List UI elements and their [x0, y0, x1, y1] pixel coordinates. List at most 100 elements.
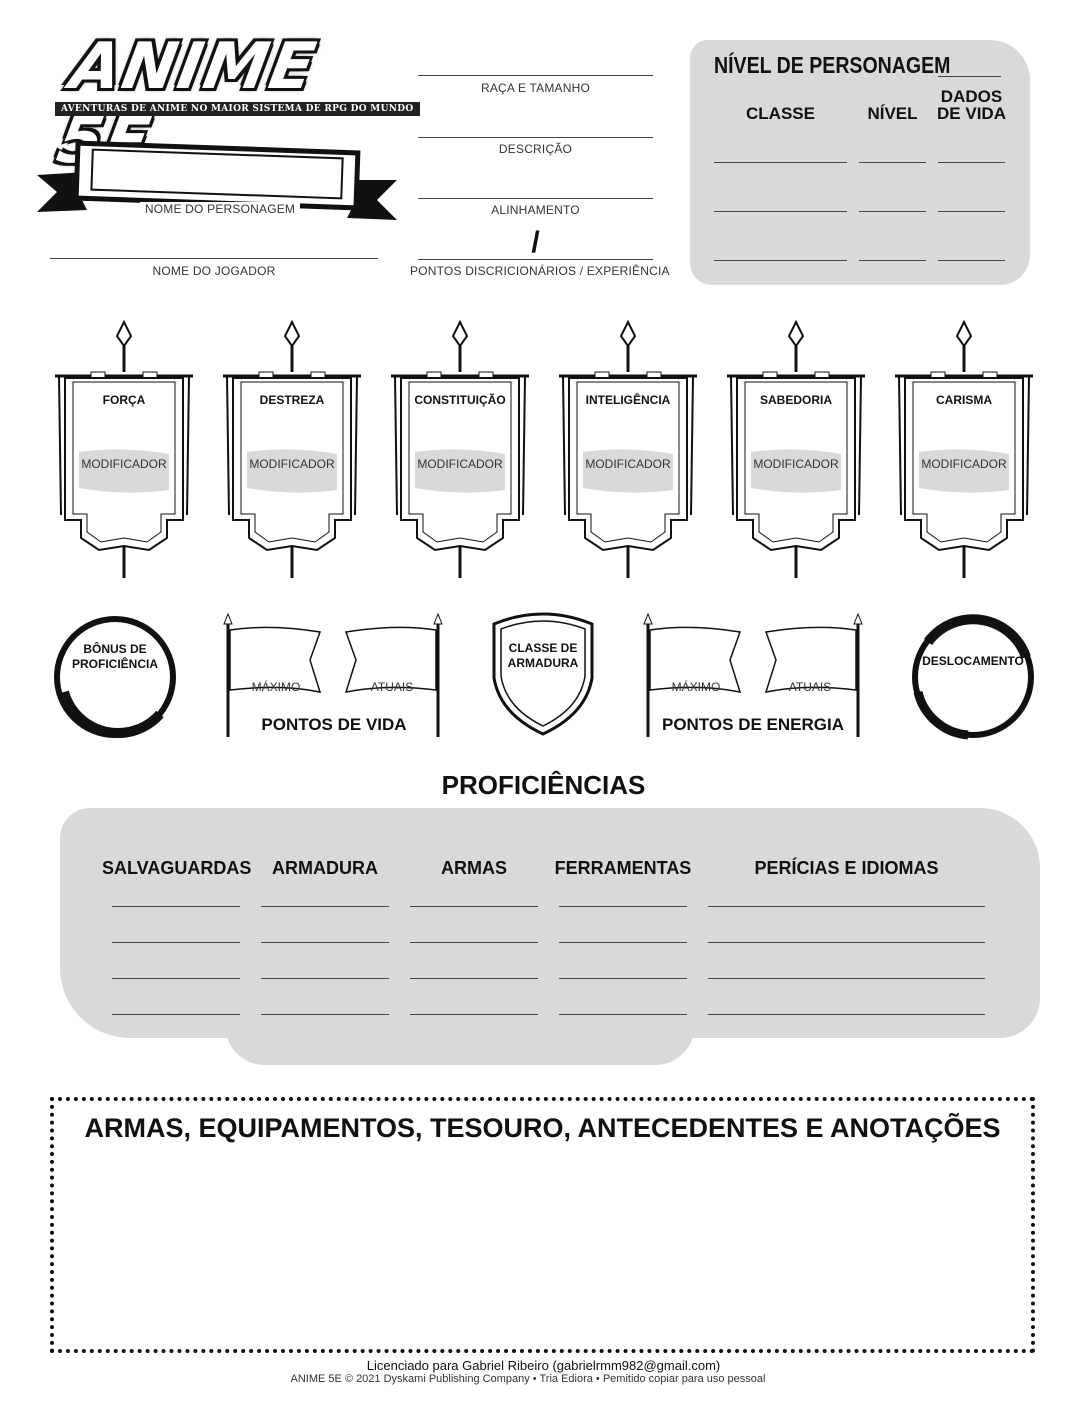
proficiency-column-header: ARMAS: [441, 858, 507, 878]
race-size-label: RAÇA E TAMANHO: [480, 81, 591, 95]
proficiency-entry-line[interactable]: [261, 906, 389, 907]
proficiencies-title: PROFICIÊNCIAS: [441, 770, 646, 800]
notes-title: ARMAS, EQUIPAMENTOS, TESOURO, ANTECEDENT…: [84, 1113, 1001, 1143]
hp-max-label: MÁXIMO: [251, 680, 301, 694]
attribute-name: CONSTITUIÇÃO: [414, 393, 506, 407]
level-col-class: CLASSE: [746, 104, 815, 123]
proficiency-column-header: SALVAGUARDAS: [102, 858, 252, 878]
level-entry-line[interactable]: [938, 211, 1005, 212]
hp-current-label: ATUAIS: [370, 680, 414, 694]
proficiency-column-header: PERÍCIAS E IDIOMAS: [754, 858, 939, 878]
proficiency-entry-line[interactable]: [112, 1014, 240, 1015]
proficiency-entry-line[interactable]: [708, 906, 985, 907]
proficiency-entry-line[interactable]: [410, 1014, 538, 1015]
banner-graphic: [391, 320, 529, 578]
attribute-modifier-label: MODIFICADOR: [249, 457, 335, 471]
alignment-line[interactable]: [418, 198, 653, 199]
description-label: DESCRIÇÃO: [498, 142, 573, 156]
proficiency-column-header: FERRAMENTAS: [554, 858, 692, 878]
player-name-line[interactable]: [50, 258, 378, 259]
banner-graphic: [55, 320, 193, 578]
proficiency-entry-line[interactable]: [559, 978, 687, 979]
proficiency-entry-line[interactable]: [261, 978, 389, 979]
proficiency-label-2: PROFICIÊNCIA: [71, 657, 158, 671]
armor-class-label-2: ARMADURA: [507, 656, 579, 670]
points-label: PONTOS DISCRICIONÁRIOS / EXPERIÊNCIA: [410, 264, 670, 278]
attribute-name: CARISMA: [936, 393, 992, 407]
proficiency-entry-line[interactable]: [261, 1014, 389, 1015]
logo-tagline: AVENTURAS DE ANIME NO MAIOR SISTEMA DE R…: [55, 102, 420, 116]
energy-points-flags: [643, 612, 863, 737]
level-col-hitdice-2: DE VIDA: [937, 104, 1006, 123]
proficiency-entry-line[interactable]: [410, 906, 538, 907]
attribute-name: FORÇA: [102, 393, 146, 407]
level-entry-line[interactable]: [938, 162, 1005, 163]
attribute-modifier-label: MODIFICADOR: [417, 457, 503, 471]
alignment-label: ALINHAMENTO: [491, 203, 580, 217]
attribute-name: INTELIGÊNCIA: [585, 393, 671, 407]
proficiency-entry-line[interactable]: [261, 942, 389, 943]
proficiencies-background-tail: [225, 1010, 695, 1065]
proficiency-column-header: ARMADURA: [272, 858, 378, 878]
attribute-modifier-label: MODIFICADOR: [81, 457, 167, 471]
footer-license: Licenciado para Gabriel Ribeiro (gabriel…: [366, 1358, 721, 1373]
ep-title: PONTOS DE ENERGIA: [662, 715, 844, 734]
proficiency-entry-line[interactable]: [559, 1014, 687, 1015]
race-size-line[interactable]: [418, 75, 653, 76]
level-entry-line[interactable]: [938, 260, 1005, 261]
attribute-modifier-label: MODIFICADOR: [585, 457, 671, 471]
hit-points-flags: [223, 612, 443, 737]
proficiency-entry-line[interactable]: [559, 906, 687, 907]
proficiency-entry-line[interactable]: [410, 942, 538, 943]
armor-class-shield: [492, 612, 594, 736]
attribute-banner: INTELIGÊNCIA MODIFICADOR: [555, 320, 701, 580]
proficiencies-background: [60, 808, 1040, 1038]
level-entry-line[interactable]: [859, 211, 926, 212]
footer-copyright: ANIME 5E © 2021 Dyskami Publishing Compa…: [290, 1373, 766, 1385]
speed-label: DESLOCAMENTO: [922, 654, 1024, 668]
level-box-title: NÍVEL DE PERSONAGEM: [714, 52, 951, 78]
proficiency-entry-line[interactable]: [112, 978, 240, 979]
attribute-banner: FORÇA MODIFICADOR: [51, 320, 197, 580]
ep-max-label: MÁXIMO: [671, 680, 721, 694]
attribute-banner: CARISMA MODIFICADOR: [891, 320, 1037, 580]
points-line[interactable]: [418, 259, 653, 260]
description-line[interactable]: [418, 137, 653, 138]
player-name-label: NOME DO JOGADOR: [152, 264, 276, 278]
attribute-name: DESTREZA: [259, 393, 325, 407]
level-entry-line[interactable]: [714, 211, 847, 212]
ep-current-label: ATUAIS: [788, 680, 832, 694]
points-slash: /: [531, 226, 540, 259]
level-entry-line[interactable]: [859, 162, 926, 163]
attribute-modifier-label: MODIFICADOR: [753, 457, 839, 471]
armor-class-label-1: CLASSE DE: [508, 641, 578, 655]
attribute-modifier-label: MODIFICADOR: [921, 457, 1007, 471]
attribute-banner: DESTREZA MODIFICADOR: [219, 320, 365, 580]
level-entry-line[interactable]: [859, 260, 926, 261]
level-col-hitdice-1: DADOS: [940, 87, 1003, 106]
proficiency-entry-line[interactable]: [112, 906, 240, 907]
hp-title: PONTOS DE VIDA: [261, 715, 407, 734]
level-entry-line[interactable]: [714, 162, 847, 163]
character-level-line[interactable]: [938, 76, 1001, 77]
attribute-banner: SABEDORIA MODIFICADOR: [723, 320, 869, 580]
proficiency-entry-line[interactable]: [559, 942, 687, 943]
proficiency-label-1: BÔNUS DE: [83, 642, 147, 656]
proficiency-entry-line[interactable]: [410, 978, 538, 979]
level-entry-line[interactable]: [714, 260, 847, 261]
proficiency-entry-line[interactable]: [708, 978, 985, 979]
notes-box[interactable]: [50, 1097, 1035, 1353]
proficiency-entry-line[interactable]: [708, 942, 985, 943]
logo: ANIME 5E AVENTURAS DE ANIME NO MAIOR SIS…: [52, 30, 420, 178]
attribute-name: SABEDORIA: [759, 393, 832, 407]
attribute-banner: CONSTITUIÇÃO MODIFICADOR: [387, 320, 533, 580]
proficiency-ring: [54, 616, 176, 739]
level-col-level: NÍVEL: [867, 104, 918, 123]
character-name-label: NOME DO PERSONAGEM: [140, 202, 300, 216]
banner-graphic: [223, 320, 361, 578]
banner-graphic: [895, 320, 1033, 578]
character-name-ribbon: [37, 140, 397, 220]
banner-graphic: [559, 320, 697, 578]
proficiency-entry-line[interactable]: [112, 942, 240, 943]
proficiency-entry-line[interactable]: [708, 1014, 985, 1015]
